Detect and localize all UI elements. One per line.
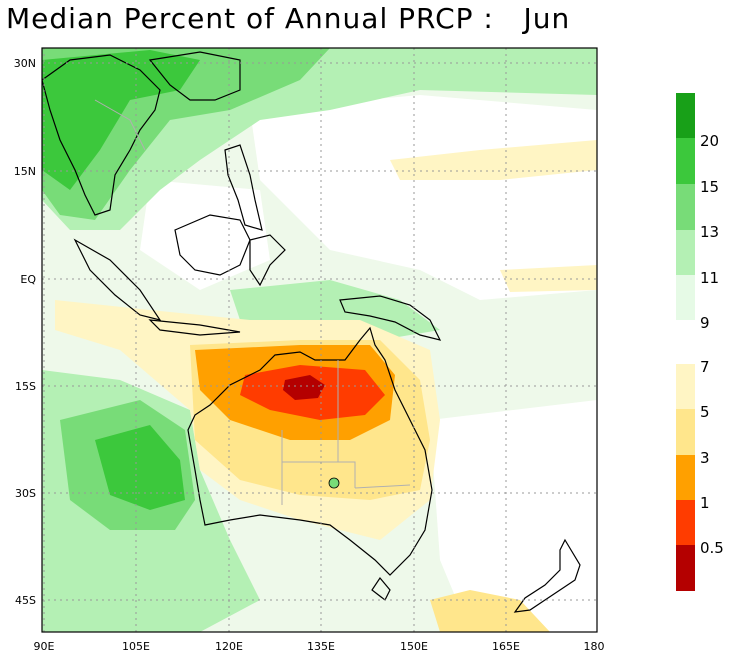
lon-label: 90E [34,640,55,653]
colorbar-swatch [676,545,695,591]
colorbar-label: 0.5 [700,539,724,557]
china-coast [148,51,241,101]
field-yellow-south [430,590,550,632]
sumatra-coast [73,238,162,321]
plot-frame [41,47,598,633]
colorbar-swatch [676,364,695,409]
field-green-south-dark [95,425,185,510]
colorbar-label: 15 [700,178,719,196]
lon-label: 105E [122,640,150,653]
lon-label: 150E [400,640,428,653]
colorbar-upper: 20 15 13 11 9 [676,93,719,332]
grid [42,48,597,632]
colorbar-label: 13 [700,223,719,241]
java-coast [148,319,241,336]
lat-axis: 30N 15N EQ 15S 30S 45S [14,57,37,607]
coastlines [42,51,581,613]
colorbar-label: 20 [700,132,719,150]
colorbar-swatch [676,93,695,138]
colorbar-swatch [676,455,695,500]
lat-label: 15S [15,380,36,393]
borneo-coast [174,214,251,276]
lake-feature [328,477,340,489]
lon-label: 120E [215,640,243,653]
colorbar-label: 1 [700,494,710,512]
border-indochina [94,99,146,151]
field-yellow-pacific-eq [500,265,597,292]
lat-label: 15N [14,165,36,178]
australia-coast [187,326,433,576]
field-green-asia-dark [42,50,200,190]
colorbar-swatch [676,230,695,275]
map-title: Median Percent of Annual PRCP : Jun [6,2,571,35]
colorbar-label: 7 [700,358,710,376]
colorbar-label: 11 [700,269,719,287]
colorbar-swatch [676,184,695,230]
border-sa [282,461,356,488]
new-zealand-coast [513,538,581,613]
lon-label: 135E [307,640,335,653]
lon-label: 165E [492,640,520,653]
colorbar-label: 5 [700,403,710,421]
colorbar-swatch [676,409,695,455]
border-nsw [354,484,411,489]
colorbar-label: 9 [700,314,710,332]
colorbar-swatch [676,275,695,320]
field-yellow-pacific-north [390,140,597,180]
new-guinea-coast [339,295,442,341]
lat-label: 30N [14,57,36,70]
lon-axis: 90E 105E 120E 135E 150E 165E 180 [34,640,605,653]
lat-label: 45S [15,594,36,607]
colorbar: 20 15 13 11 9 7 5 3 1 0.5 [676,93,724,591]
field-white-pacific [250,95,597,300]
colorbar-lower: 7 5 3 1 0.5 [676,358,724,591]
lat-label: EQ [20,273,36,286]
colorbar-label: 3 [700,449,710,467]
lat-label: 30S [15,487,36,500]
field-darkred [283,375,325,400]
colorbar-swatch [676,138,695,184]
philippines-coast [224,144,263,231]
field-white-seas [140,180,270,290]
sulawesi-coast [249,234,286,287]
indochina-coast [42,54,161,216]
lon-label: 180 [584,640,605,653]
colorbar-swatch [676,500,695,545]
precip-field [42,48,597,632]
